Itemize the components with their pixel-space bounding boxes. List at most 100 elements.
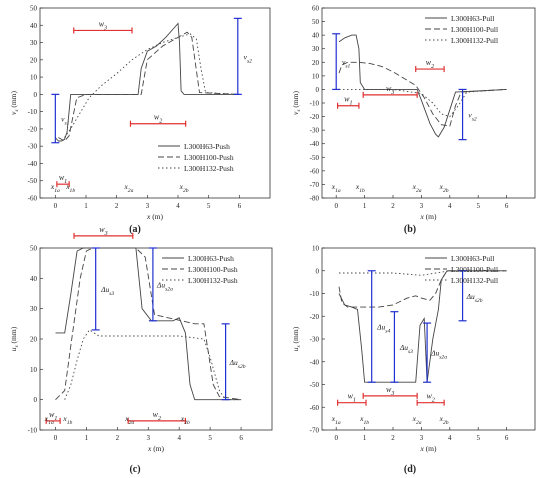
- y-tick-label: -40: [28, 160, 38, 168]
- legend-entry-1: L300H63-Push: [188, 254, 234, 263]
- legend-entry-1: L300H63-Pull: [451, 254, 494, 263]
- plot-frame: [321, 7, 536, 199]
- y-tick-label: 50: [312, 18, 320, 26]
- span-label-w2: w2: [154, 113, 162, 125]
- legend-entry-2: L300H100-Push: [184, 153, 234, 162]
- y-tick-label: 30: [312, 45, 320, 53]
- measure-label-Δus3: Δus3: [399, 343, 413, 355]
- legend-entry-3: L300H132-Pull: [451, 276, 498, 285]
- y-tick-label: -60: [310, 167, 320, 175]
- legend: L300H63-Push L300H100-Push L300H132-Push: [158, 142, 234, 173]
- x-tick-label: 1: [363, 434, 367, 442]
- x-tick-label: 6: [505, 434, 509, 442]
- y-tick-label: -60: [310, 404, 320, 412]
- y-tick-label: -30: [310, 336, 320, 344]
- x-tick-label: 2: [391, 202, 395, 210]
- chart-panel-3: 50 40 30 20 10 0 -10 0 1 2 3 4 5 6 x (m) us (mm) w3 w2 w1 Δ…: [9, 225, 273, 475]
- span-label-w1: w1: [49, 410, 57, 422]
- y-tick-label: -30: [310, 127, 320, 135]
- x-tick-label: 4: [448, 434, 452, 442]
- y-tick-label: -40: [310, 358, 320, 366]
- legend-entry-3: L300H132-Push: [188, 276, 238, 285]
- series-line-L300H100-Pull: [338, 61, 507, 127]
- legend-entry-2: L300H100-Pull: [451, 265, 498, 274]
- y-tick-label: 0: [34, 91, 38, 99]
- y-tick-label: 40: [30, 275, 38, 283]
- x-axis-label: x (m): [419, 212, 437, 221]
- measure-label-vs2: vs2: [468, 111, 477, 123]
- y-tick-label: -80: [310, 195, 320, 203]
- x-axis-label: x (m): [419, 444, 437, 453]
- series-line-L300H100-Push: [55, 247, 242, 401]
- panel-label: (a): [129, 224, 141, 235]
- y-tick-label: 60: [312, 5, 320, 13]
- chart-panel-1: 50 40 30 20 10 0 -10 -20 -30 -40 -50 -60 0 1 2 3 4 5 6 x (m…: [9, 5, 271, 235]
- position-label-x2b: x2b: [439, 182, 449, 194]
- measure-label-Δus2a: Δus2a: [156, 280, 173, 292]
- y-tick-label: 20: [30, 336, 38, 344]
- span-label-w3: w3: [386, 84, 394, 96]
- position-label-x1a: x1a: [50, 182, 60, 194]
- x-tick-label: 4: [177, 434, 181, 442]
- legend: L300H63-Pull L300H100-Pull L300H132-Pull: [425, 14, 498, 45]
- position-label-x2b: x2b: [180, 414, 190, 426]
- y-tick-label: 0: [316, 86, 320, 94]
- measure-label-vs1: vs1: [342, 58, 351, 70]
- y-tick-label: 0: [316, 267, 320, 275]
- y-tick-label: -10: [28, 427, 38, 435]
- series-line-L300H63-Pull: [338, 34, 507, 138]
- y-tick-label: 10: [30, 366, 38, 374]
- y-tick-label: 10: [312, 245, 320, 253]
- x-tick-label: 3: [146, 202, 150, 210]
- x-tick-label: 5: [476, 434, 480, 442]
- series-line-L300H63-Push: [54, 22, 240, 142]
- x-axis-label: x (m): [146, 212, 164, 221]
- y-tick-label: -70: [310, 181, 320, 189]
- y-tick-label: 20: [30, 56, 38, 64]
- x-tick-label: 1: [85, 434, 89, 442]
- measure-label-vs1: vs1: [61, 115, 70, 127]
- position-label-x2a: x2a: [412, 182, 422, 194]
- x-tick-label: 2: [115, 202, 119, 210]
- span-label-w3: w3: [99, 19, 107, 31]
- y-tick-label: 0: [34, 396, 38, 404]
- x-tick-label: 5: [208, 434, 212, 442]
- measure-label-Δus3: Δus3: [100, 285, 114, 297]
- x-tick-label: 2: [391, 434, 395, 442]
- y-tick-label: -50: [310, 154, 320, 162]
- y-tick-label: -20: [28, 125, 38, 133]
- legend-entry-2: L300H100-Push: [188, 265, 238, 274]
- y-tick-label: 30: [30, 305, 38, 313]
- x-tick-label: 3: [420, 202, 424, 210]
- series-line-L300H63-Push: [55, 247, 242, 401]
- position-label-x2b: x2b: [439, 414, 449, 426]
- x-tick-label: 0: [334, 202, 338, 210]
- legend-entry-3: L300H132-Pull: [451, 36, 498, 45]
- y-axis-label: us (mm): [9, 326, 20, 351]
- chart-panel-4: 10 0 -10 -20 -30 -40 -50 -60 -70 0 1 2 3 4 5 6 x (m) us (…: [291, 245, 536, 475]
- position-label-x1a: x1a: [331, 182, 341, 194]
- position-label-x1a: x1a: [44, 414, 54, 426]
- measure-label-Δus4: Δus4: [376, 322, 390, 334]
- x-tick-label: 0: [54, 202, 58, 210]
- panel-label: (b): [404, 224, 416, 235]
- y-tick-label: 40: [30, 22, 38, 30]
- legend-entry-3: L300H132-Push: [184, 164, 234, 173]
- x-tick-label: 4: [448, 202, 452, 210]
- span-label-w1: w1: [348, 392, 356, 404]
- y-tick-label: 30: [30, 39, 38, 47]
- position-label-x1b: x1b: [355, 182, 365, 194]
- series-line-L300H132-Push: [64, 33, 240, 138]
- measure-label-Δus2b: Δus2b: [466, 292, 483, 304]
- y-tick-label: -10: [310, 100, 320, 108]
- x-tick-label: 0: [334, 434, 338, 442]
- span-label-w1: w1: [59, 173, 67, 185]
- span-label-w2: w2: [426, 58, 434, 70]
- x-tick-label: 2: [116, 434, 120, 442]
- y-tick-label: -60: [28, 195, 38, 203]
- y-axis-label: vs (mm): [9, 90, 20, 115]
- series-line-L300H63-Pull: [338, 270, 507, 383]
- series-line-L300H132-Pull: [339, 88, 507, 118]
- x-tick-label: 4: [176, 202, 180, 210]
